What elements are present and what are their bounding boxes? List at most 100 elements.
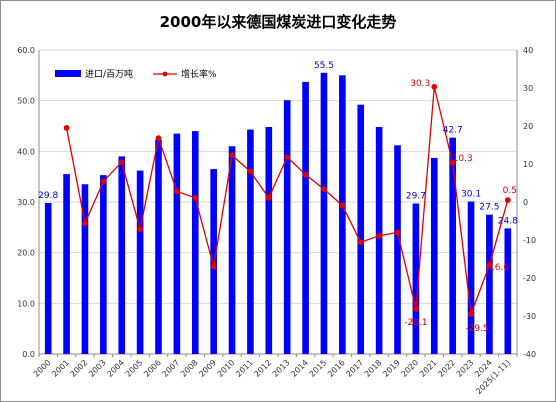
y-right-tick-label: 30 [523, 84, 533, 93]
legend-bar-label: 进口/百万吨 [85, 68, 133, 80]
bar [504, 228, 512, 354]
bar [155, 139, 162, 354]
x-tick-label: 2008 [179, 358, 200, 379]
x-tick-label: 2017 [344, 358, 365, 379]
legend-line-marker [162, 71, 168, 77]
bar [394, 145, 401, 354]
y-right-tick-label: -30 [523, 312, 536, 321]
line-value-label: -29.5 [465, 324, 488, 334]
legend-bar-swatch [55, 70, 81, 77]
x-tick-label: 2013 [271, 358, 292, 379]
y-right-tick-label: -40 [523, 350, 536, 359]
y-left-tick-label: 60.0 [17, 46, 35, 55]
line-point [449, 159, 456, 166]
line-point [210, 263, 217, 270]
bar [210, 169, 217, 354]
line-point [173, 188, 180, 195]
bar-value-label: 29.8 [38, 191, 58, 201]
line-point [339, 202, 346, 209]
x-tick-label: 2014 [289, 358, 310, 379]
bar [63, 174, 70, 354]
x-tick-label: 2002 [69, 358, 90, 379]
bar [357, 104, 365, 354]
bar [467, 201, 475, 354]
bar [136, 170, 144, 354]
bar-value-label: 29.7 [406, 192, 426, 202]
line-value-label: -28.1 [404, 318, 427, 328]
bar [81, 184, 89, 354]
x-tick-label: 2021 [418, 358, 439, 379]
y-right-tick-label: 0 [523, 198, 528, 207]
y-right-tick-label: 10 [523, 160, 533, 169]
y-right-tick-label: 20 [523, 122, 533, 131]
line-point [376, 232, 383, 239]
bar [430, 157, 438, 354]
y-left-tick-label: 30.0 [17, 198, 35, 207]
x-tick-label: 2018 [363, 358, 384, 379]
y-left-tick-label: 20.0 [17, 249, 35, 258]
line-point [192, 194, 199, 201]
line-point [247, 168, 254, 175]
x-tick-label: 2011 [234, 358, 255, 379]
x-tick-label: 2015 [308, 358, 329, 379]
x-tick-label: 2003 [87, 358, 108, 379]
bar [283, 100, 291, 354]
bar [173, 133, 181, 354]
line-point [468, 311, 474, 318]
bar-value-label: 24.8 [498, 216, 518, 226]
line-point [486, 262, 493, 268]
y-right-tick-label: 40 [523, 46, 533, 55]
bar [247, 129, 254, 354]
line-point [118, 159, 125, 166]
line-value-label: 30.3 [410, 79, 430, 89]
bar [486, 214, 493, 354]
line-point [302, 171, 309, 178]
line-value-label: 0.5 [503, 186, 517, 196]
bar [228, 146, 236, 354]
line-point [63, 125, 70, 131]
x-tick-label: 2006 [142, 358, 163, 379]
x-tick-label: 2000 [32, 358, 53, 379]
line-value-label: -16.6 [486, 263, 510, 273]
bar [302, 81, 309, 355]
x-tick-label: 2005 [124, 358, 145, 379]
bar [44, 203, 52, 354]
line-point [284, 154, 291, 161]
y-left-tick-label: 50.0 [17, 97, 35, 106]
bar [100, 175, 107, 354]
bar [118, 156, 126, 354]
bar [339, 75, 346, 354]
x-tick-label: 2007 [161, 358, 182, 379]
line-point [357, 239, 364, 246]
x-tick-label: 2012 [252, 358, 273, 379]
line-point [394, 229, 401, 236]
y-left-tick-label: 0.0 [22, 350, 35, 359]
line-point [321, 186, 327, 192]
bar [265, 127, 273, 354]
bar [320, 72, 328, 355]
x-tick-label: 2009 [197, 358, 218, 379]
line-point [504, 197, 511, 204]
line-value-label: 10.3 [453, 154, 473, 164]
line-point [100, 178, 107, 185]
y-left-tick-label: 40.0 [17, 147, 35, 156]
line-point [412, 305, 419, 312]
bar-value-label: 27.5 [479, 203, 499, 213]
legend-line-label: 增长率% [181, 68, 217, 80]
bar-value-label: 55.5 [314, 61, 334, 71]
y-right-tick-label: -10 [523, 236, 536, 245]
line-point [137, 226, 144, 233]
bar [375, 127, 383, 354]
chart-title: 2000年以来德国煤炭进口变化走势 [159, 13, 397, 31]
x-tick-label: 2023 [455, 358, 476, 379]
x-tick-label: 2019 [381, 358, 402, 379]
y-left-tick-label: 10.0 [17, 299, 35, 308]
x-tick-label: 2016 [326, 358, 347, 379]
line-point [229, 152, 235, 159]
bar [191, 131, 199, 354]
line-point [82, 220, 88, 227]
line-point [431, 83, 438, 90]
line-point [265, 194, 272, 201]
